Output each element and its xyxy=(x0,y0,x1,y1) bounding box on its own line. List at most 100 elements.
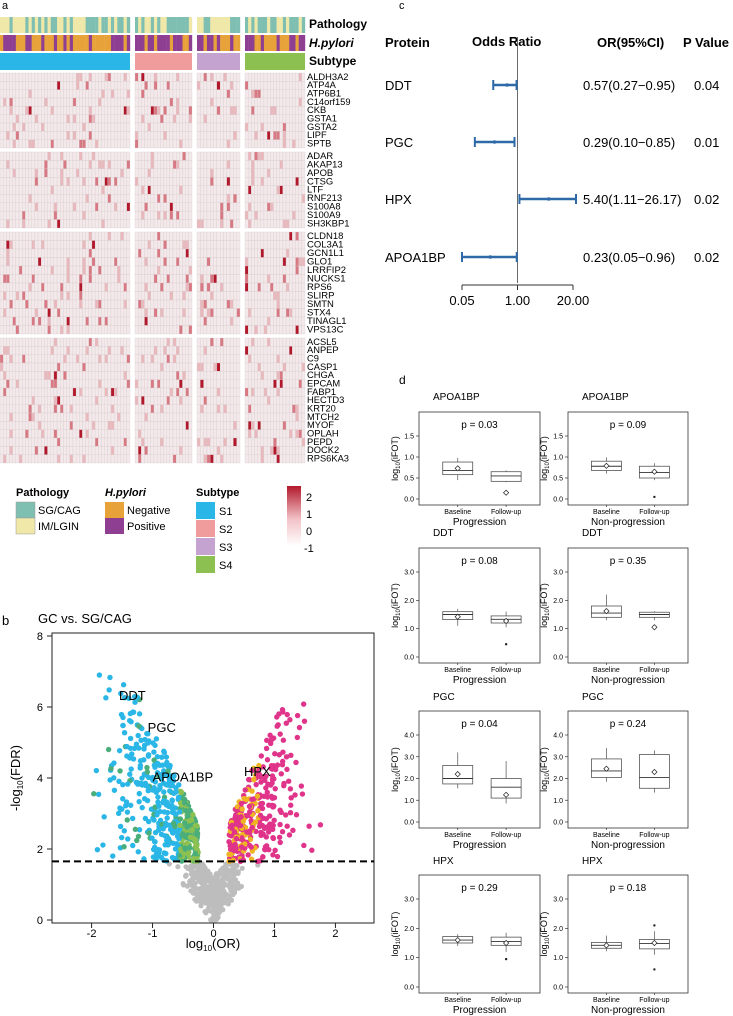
heatmap-cell xyxy=(88,337,93,347)
volcano-point xyxy=(121,730,128,736)
heatmap-cell xyxy=(292,89,296,99)
heatmap-cell xyxy=(101,257,105,267)
legend-subtype: Subtype S1 S2 S3 S4 xyxy=(196,487,239,573)
heatmap-cell xyxy=(206,308,211,318)
heatmap-cell xyxy=(251,257,255,267)
heatmap-cell xyxy=(244,371,249,380)
heatmap-cell xyxy=(88,387,93,397)
heatmap-cell xyxy=(101,194,105,203)
heatmap-cell xyxy=(263,89,268,99)
heatmap-cell xyxy=(150,337,155,347)
heatmap-cell xyxy=(160,371,164,380)
heatmap-cell xyxy=(185,219,189,229)
gene-label-sptb: SPTB xyxy=(307,139,331,149)
heatmap-cell xyxy=(107,257,112,267)
heatmap-cell xyxy=(66,231,70,241)
heatmap-cell xyxy=(47,257,51,267)
heatmap-cell xyxy=(56,346,61,355)
heatmap-cell xyxy=(282,202,287,212)
heatmap-cell xyxy=(110,412,115,422)
heatmap-cell xyxy=(226,202,231,212)
heatmap-cell xyxy=(251,337,255,347)
heatmap-cell xyxy=(163,282,167,292)
heatmap-cell xyxy=(22,106,26,115)
heatmap-cell xyxy=(6,412,10,422)
heatmap-cell xyxy=(117,429,121,439)
heatmap-cell xyxy=(282,114,287,124)
heatmap-cell xyxy=(123,257,127,267)
heatmap-cell xyxy=(169,325,174,335)
heatmap-cell xyxy=(41,177,45,186)
heatmap-cell xyxy=(285,202,290,212)
heatmap-cell xyxy=(196,202,201,212)
heatmap-cell xyxy=(123,354,127,364)
gene-label-aldh3a2: ALDH3A2 xyxy=(307,72,348,82)
heatmap-cell xyxy=(60,282,64,292)
heatmap-cell xyxy=(276,106,280,115)
heatmap-cell xyxy=(88,160,93,170)
heatmap-cell xyxy=(47,89,51,99)
gene-label-rnf213: RNF213 xyxy=(307,193,342,204)
heatmap-cell xyxy=(53,437,58,447)
heatmap-cell xyxy=(107,337,112,347)
heatmap-cell xyxy=(270,379,274,389)
heatmap-cell xyxy=(185,337,189,347)
heatmap-cell xyxy=(117,446,121,455)
heatmap-cell xyxy=(270,219,274,229)
heatmap-cell xyxy=(144,139,148,149)
heatmap-cell xyxy=(229,194,234,203)
heatmap-cell xyxy=(248,437,252,447)
heatmap-cell xyxy=(101,421,105,430)
heatmap-cell xyxy=(251,81,255,90)
heatmap-cell xyxy=(12,185,17,195)
heatmap-cell xyxy=(157,446,161,455)
heatmap-cell xyxy=(47,362,51,372)
heatmap-cell xyxy=(47,210,51,220)
heatmap-cell xyxy=(276,396,280,405)
heatmap-cell xyxy=(157,291,161,301)
track-cell-hpylori xyxy=(3,35,7,51)
heatmap-cell xyxy=(233,194,237,203)
heatmap-cell xyxy=(75,248,80,258)
heatmap-cell xyxy=(28,299,32,309)
heatmap-cell xyxy=(213,316,217,326)
heatmap-cell xyxy=(110,299,115,309)
heatmap-cell xyxy=(91,437,96,447)
track-cell-pathology xyxy=(230,17,234,33)
heatmap-cell xyxy=(254,316,258,326)
heatmap-cell xyxy=(147,446,151,455)
heatmap-cell xyxy=(88,106,93,115)
heatmap-cell xyxy=(248,371,252,380)
heatmap-cell xyxy=(41,168,45,178)
heatmap-cell xyxy=(150,429,155,439)
heatmap-cell xyxy=(289,240,293,250)
heatmap-cell xyxy=(172,454,177,464)
heatmap-cell xyxy=(263,387,268,397)
volcano-xtick-label: -1 xyxy=(148,928,158,940)
heatmap-cell xyxy=(126,337,131,347)
heatmap-cell xyxy=(101,160,105,170)
heatmap-cell xyxy=(251,396,255,405)
heatmap-cell xyxy=(104,265,108,275)
heatmap-cell xyxy=(282,354,287,364)
heatmap-cell xyxy=(88,346,93,355)
heatmap-cell xyxy=(301,248,306,258)
volcano-point xyxy=(100,842,106,848)
heatmap-cell xyxy=(101,106,105,115)
heatmap-cell xyxy=(179,210,183,220)
heatmap-cell xyxy=(223,282,227,292)
heatmap-cell xyxy=(0,97,4,107)
heatmap-cell xyxy=(289,346,293,355)
heatmap-cell xyxy=(229,446,234,455)
heatmap-cell xyxy=(144,421,148,430)
heatmap-cell xyxy=(216,299,221,309)
heatmap-cell xyxy=(273,185,277,195)
heatmap-cell xyxy=(176,131,180,140)
heatmap-cell xyxy=(0,219,4,229)
heatmap-cell xyxy=(44,131,48,140)
heatmap-cell xyxy=(138,106,142,115)
heatmap-cell xyxy=(123,231,127,241)
heatmap-cell xyxy=(295,257,299,267)
heatmap-cell xyxy=(223,160,227,170)
heatmap-cell xyxy=(213,308,217,318)
